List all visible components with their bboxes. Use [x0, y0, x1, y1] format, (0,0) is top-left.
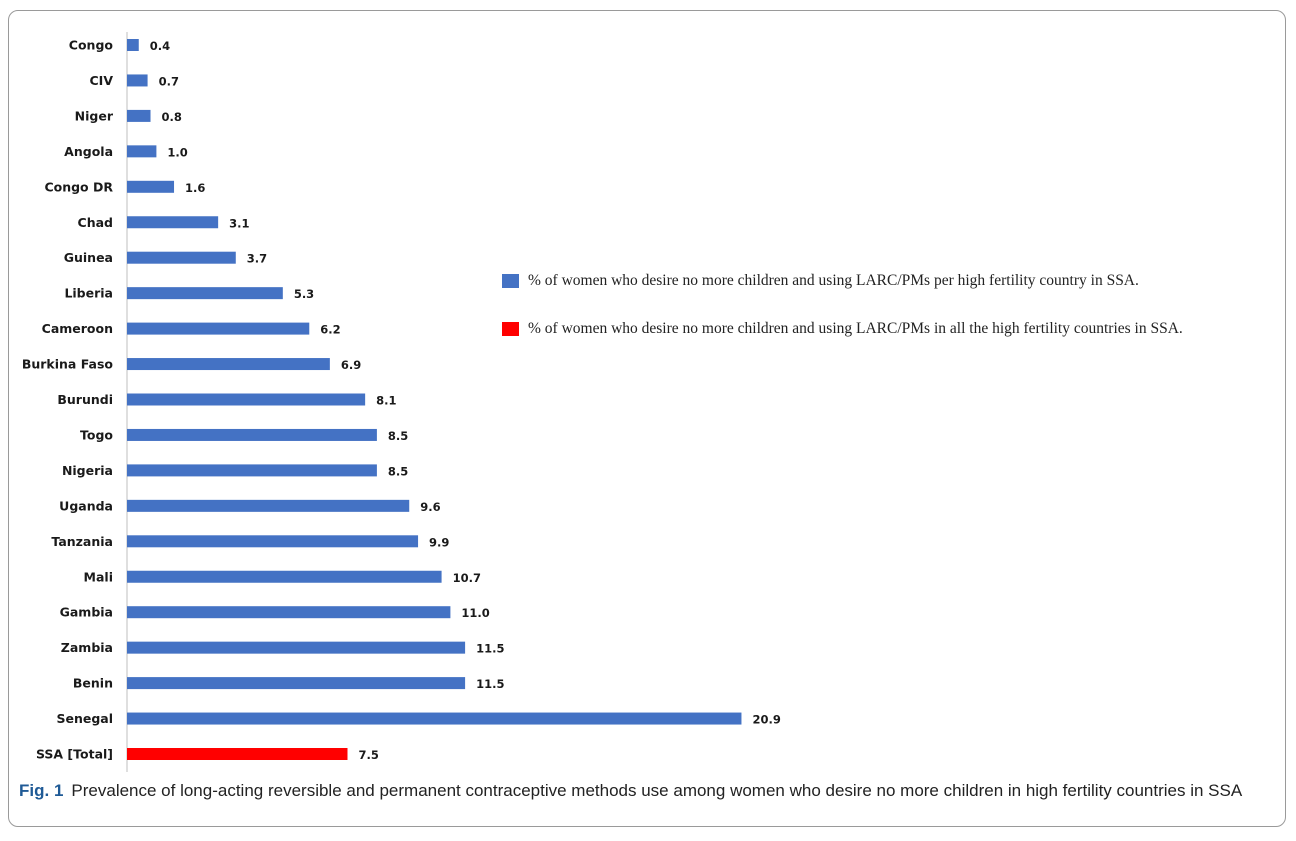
bar-chart: Congo 0.4 CIV 0.7 Niger 0.8 Angola 1.0 Congo DR 1…	[22, 32, 781, 772]
bar-congo	[127, 39, 139, 51]
value-label-togo: 8.5	[388, 429, 408, 443]
value-label-burkina-faso: 6.9	[341, 358, 361, 372]
category-label-niger: Niger	[75, 108, 114, 123]
bar-cameroon	[127, 322, 310, 335]
value-label-cameroon: 6.2	[320, 323, 340, 337]
category-label-zambia: Zambia	[61, 640, 113, 655]
value-label-angola: 1.0	[167, 145, 187, 159]
category-label-senegal: Senegal	[56, 711, 113, 726]
bar-tanzania	[127, 535, 419, 548]
bar-burkina-faso	[127, 358, 330, 371]
category-label-burkina-faso: Burkina Faso	[22, 357, 114, 372]
figure-frame	[8, 10, 1286, 827]
value-label-guinea: 3.7	[247, 252, 267, 266]
bar-benin	[127, 677, 466, 690]
category-label-congo-dr: Congo DR	[44, 179, 113, 194]
value-label-zambia: 11.5	[476, 642, 504, 656]
value-label-congo: 0.4	[150, 39, 170, 53]
category-label-mali: Mali	[84, 569, 113, 584]
bar-burundi	[127, 393, 366, 406]
chart-legend: % of women who desire no more children a…	[502, 270, 1183, 366]
value-label-mali: 10.7	[453, 571, 481, 585]
value-label-civ: 0.7	[159, 74, 179, 88]
legend-item-total: % of women who desire no more children a…	[502, 318, 1183, 340]
bar-liberia	[127, 287, 283, 300]
value-label-ssa-total: 7.5	[359, 748, 379, 762]
value-label-chad: 3.1	[229, 216, 249, 230]
category-label-benin: Benin	[73, 676, 113, 691]
bar-chad	[127, 216, 219, 229]
category-label-chad: Chad	[78, 215, 113, 230]
bar-guinea	[127, 251, 236, 264]
figure-number: Fig. 1	[19, 781, 64, 800]
bar-civ	[127, 74, 148, 87]
category-label-togo: Togo	[80, 427, 113, 442]
bar-uganda	[127, 499, 410, 512]
value-label-uganda: 9.6	[420, 500, 440, 514]
caption-text: Prevalence of long-acting reversible and…	[71, 781, 1243, 800]
bar-gambia	[127, 606, 451, 619]
bar-togo	[127, 428, 377, 441]
value-label-benin: 11.5	[476, 677, 504, 691]
category-label-guinea: Guinea	[64, 250, 113, 265]
bar-ssa-total	[127, 748, 348, 760]
category-label-uganda: Uganda	[59, 498, 113, 513]
value-label-senegal: 20.9	[752, 713, 780, 727]
bar-angola	[127, 145, 157, 158]
bar-zambia	[127, 641, 466, 654]
value-label-congo-dr: 1.6	[185, 181, 205, 195]
bar-niger	[127, 109, 151, 122]
legend-label-total: % of women who desire no more children a…	[528, 320, 1183, 337]
bar-senegal	[127, 712, 742, 725]
legend-item-country: % of women who desire no more children a…	[502, 270, 1183, 292]
bar-nigeria	[127, 464, 377, 477]
category-label-congo: Congo	[69, 38, 114, 53]
bar-mali	[127, 570, 442, 583]
value-label-liberia: 5.3	[294, 287, 314, 301]
category-label-cameroon: Cameroon	[42, 321, 113, 336]
category-label-civ: CIV	[90, 73, 114, 88]
bar-congo-dr	[127, 180, 175, 193]
legend-swatch-country	[502, 274, 519, 288]
category-label-burundi: Burundi	[57, 392, 113, 407]
value-label-gambia: 11.0	[461, 606, 489, 620]
value-label-tanzania: 9.9	[429, 535, 449, 549]
category-label-liberia: Liberia	[64, 286, 113, 301]
value-label-nigeria: 8.5	[388, 464, 408, 478]
category-label-angola: Angola	[64, 144, 113, 159]
legend-swatch-total	[502, 322, 519, 336]
category-label-nigeria: Nigeria	[62, 463, 113, 478]
category-label-ssa-total: SSA [Total]	[36, 747, 113, 762]
figure-caption: Fig. 1 Prevalence of long-acting reversib…	[19, 779, 1269, 803]
category-label-tanzania: Tanzania	[51, 534, 113, 549]
legend-label-country: % of women who desire no more children a…	[528, 272, 1139, 289]
value-label-burundi: 8.1	[376, 394, 396, 408]
value-label-niger: 0.8	[162, 110, 182, 124]
category-label-gambia: Gambia	[60, 605, 113, 620]
